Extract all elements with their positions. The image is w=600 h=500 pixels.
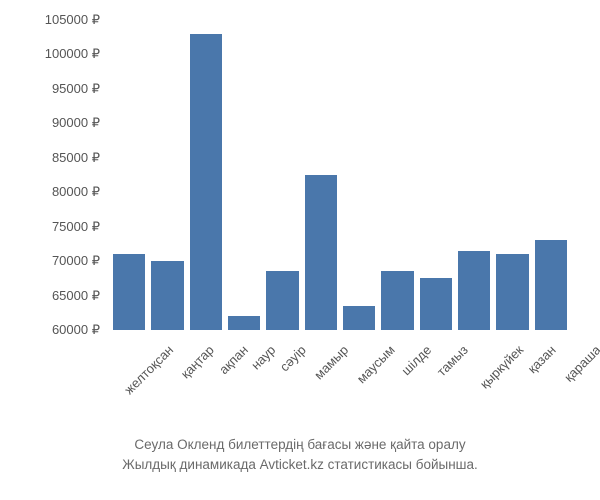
plot-area: 60000 ₽65000 ₽70000 ₽75000 ₽80000 ₽85000… (110, 20, 570, 330)
y-tick-label: 85000 ₽ (52, 150, 100, 166)
y-tick-label: 60000 ₽ (52, 322, 100, 338)
y-tick-label: 75000 ₽ (52, 219, 100, 235)
bar (228, 316, 260, 330)
bar (113, 254, 145, 330)
y-tick-label: 70000 ₽ (52, 253, 100, 269)
y-tick-label: 90000 ₽ (52, 115, 100, 131)
y-tick-label: 105000 ₽ (45, 12, 100, 28)
chart-container: 60000 ₽ 65000 ₽ 70000 ₽ 75000 ₽ 80000 ₽ 85000… (0, 0, 600, 500)
caption-line-1: Сеула Окленд билеттердің бағасы және қай… (20, 435, 580, 455)
bar (535, 240, 567, 330)
y-tick-label: 95000 ₽ (52, 81, 100, 97)
y-tick-label: 65000 ₽ (52, 288, 100, 304)
bar (420, 278, 452, 330)
bar (381, 271, 413, 330)
caption-line-2: Жылдық динамикада Avticket.kz статистика… (20, 455, 580, 475)
bar (496, 254, 528, 330)
bar (343, 306, 375, 330)
bar (266, 271, 298, 330)
chart-caption: Сеула Окленд билеттердің бағасы және қай… (20, 435, 580, 474)
bar (305, 175, 337, 330)
y-axis: 60000 ₽65000 ₽70000 ₽75000 ₽80000 ₽85000… (20, 20, 105, 330)
y-tick-label: 100000 ₽ (45, 46, 100, 62)
bar (151, 261, 183, 330)
bar (190, 34, 222, 330)
x-axis: желтоқсанқаңтарақпаннаурсәуірмамырмаусым… (110, 330, 570, 430)
bars-group (110, 20, 570, 330)
y-tick-label: 80000 ₽ (52, 184, 100, 200)
bar (458, 251, 490, 330)
